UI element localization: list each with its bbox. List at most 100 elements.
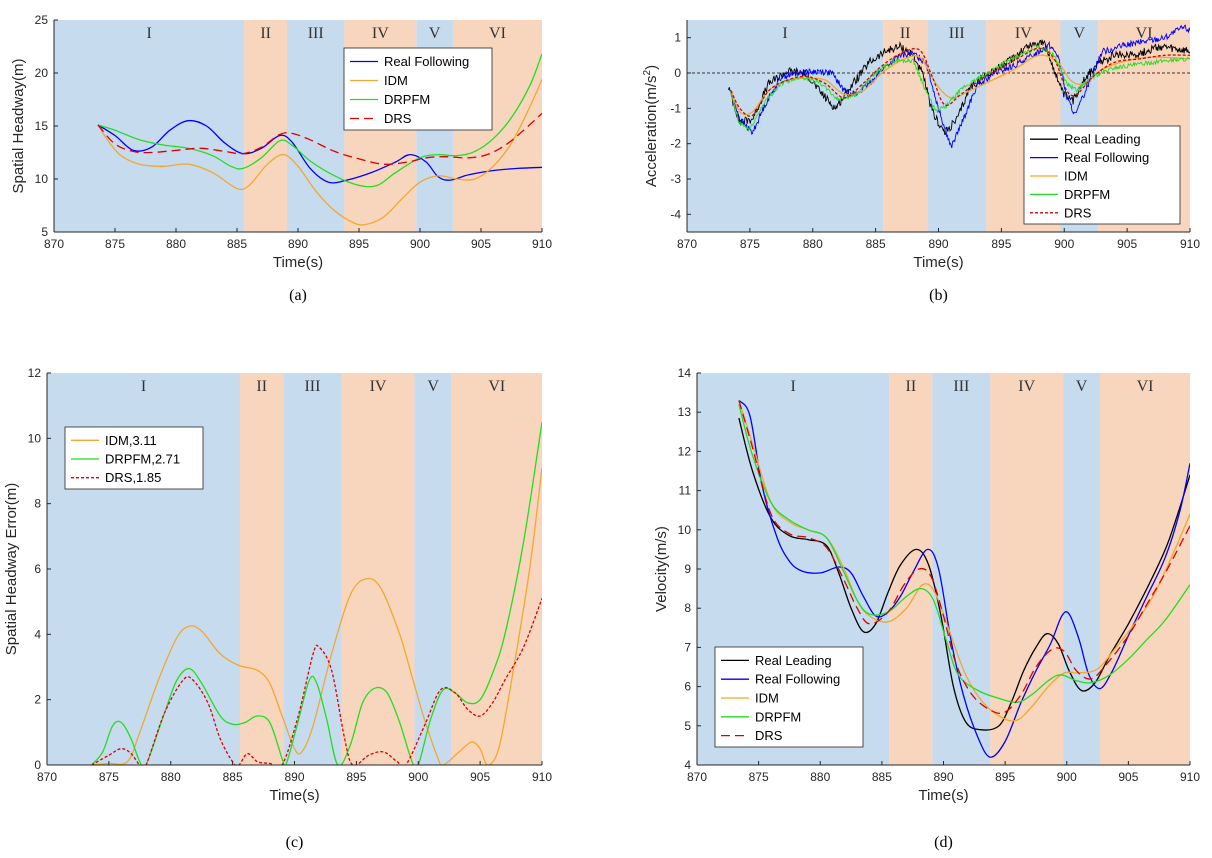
phase-label-b-0: I [782, 25, 787, 42]
x-tick-label-d-7: 905 [1118, 770, 1138, 784]
phase-label-b-1: II [900, 25, 911, 42]
series-line-b-3 [730, 44, 1190, 131]
legend-d: Real Leading Real Following IDM DRPFM DRS [714, 646, 864, 748]
x-tick-label-b-5: 895 [991, 237, 1011, 251]
x-tick-label-a-7: 905 [471, 237, 491, 251]
legend-label-a-2: DRPFM [384, 92, 430, 107]
caption-b: (b) [929, 287, 948, 304]
y-tick-label-c-1: 2 [34, 693, 41, 707]
x-tick-label-a-0: 870 [44, 237, 64, 251]
legend-label-a-1: IDM [384, 73, 408, 88]
x-tick-label-c-5: 895 [346, 770, 366, 784]
legend-label-d-3: DRPFM [755, 709, 801, 724]
x-axis-label-a: Time(s) [273, 254, 323, 271]
x-tick-label-c-7: 905 [470, 770, 490, 784]
y-tick-label-d-5: 9 [684, 562, 691, 576]
phase-band-d-3 [990, 373, 1064, 765]
legend-c: IDM,3.11 DRPFM,2.71 DRS,1.85 [64, 426, 204, 490]
phase-label-a-0: I [146, 25, 151, 42]
y-tick-label-d-3: 7 [684, 640, 691, 654]
legend-box-c [64, 426, 204, 490]
series-line-a-2 [97, 53, 542, 188]
legend-label-c-1: DRPFM,2.71 [105, 452, 180, 467]
x-tick-label-d-3: 885 [872, 770, 892, 784]
x-tick-label-a-1: 875 [105, 237, 125, 251]
x-tick-label-a-4: 890 [288, 237, 308, 251]
series-line-a-3 [97, 112, 542, 165]
phase-label-c-2: III [304, 378, 320, 395]
phase-band-b-2 [927, 20, 987, 232]
x-tick-label-b-7: 905 [1117, 237, 1137, 251]
x-tick-label-d-0: 870 [687, 770, 707, 784]
x-tick-label-b-2: 880 [803, 237, 823, 251]
phase-band-a-0 [54, 20, 245, 232]
phase-label-d-2: III [953, 378, 969, 395]
caption-a: (a) [289, 287, 307, 304]
phase-band-c-2 [283, 373, 342, 765]
y-axis-label-a: Spatial Headway(m) [10, 58, 27, 193]
legend-label-a-0: Real Following [384, 54, 469, 69]
x-tick-label-d-4: 890 [933, 770, 953, 784]
y-axis-label-c: Spatial Headway Error(m) [3, 483, 20, 656]
phase-band-c-1 [240, 373, 284, 765]
phase-label-d-5: VI [1137, 378, 1154, 395]
x-tick-label-d-5: 895 [995, 770, 1015, 784]
series-line-a-0 [97, 119, 542, 184]
x-tick-label-b-3: 885 [866, 237, 886, 251]
y-tick-label-c-6: 12 [28, 366, 42, 380]
series-line-c-0 [91, 467, 542, 765]
x-tick-label-c-1: 875 [99, 770, 119, 784]
legend-a: Real Following IDM DRPFM DRS [343, 47, 493, 131]
y-axis-label-b: Acceleration(m/s2) [642, 65, 660, 187]
x-axis-label-d: Time(s) [918, 787, 968, 804]
phase-label-c-5: VI [488, 378, 505, 395]
caption-d: (d) [934, 834, 953, 851]
phase-label-a-4: V [429, 25, 441, 42]
y-tick-label-c-2: 4 [34, 627, 41, 641]
x-tick-label-b-4: 890 [928, 237, 948, 251]
y-tick-label-a-3: 20 [35, 66, 49, 80]
y-tick-label-c-0: 0 [34, 758, 41, 772]
series-line-d-1 [738, 399, 1190, 758]
y-tick-label-a-4: 25 [35, 13, 49, 27]
y-tick-label-d-8: 12 [678, 444, 692, 458]
x-tick-label-d-8: 910 [1180, 770, 1200, 784]
x-tick-label-d-2: 880 [810, 770, 830, 784]
phase-label-c-4: V [427, 378, 439, 395]
x-tick-label-b-1: 875 [740, 237, 760, 251]
x-tick-label-c-4: 890 [284, 770, 304, 784]
x-tick-label-d-1: 875 [749, 770, 769, 784]
legend-label-d-1: Real Following [755, 672, 840, 687]
y-tick-label-b-4: 0 [674, 66, 681, 80]
legend-label-b-4: DRS [1064, 205, 1092, 220]
phase-label-d-4: V [1076, 378, 1088, 395]
x-tick-label-a-2: 880 [166, 237, 186, 251]
phase-label-d-3: IV [1018, 378, 1035, 395]
phase-band-d-1 [889, 373, 933, 765]
x-tick-label-a-5: 895 [349, 237, 369, 251]
x-tick-label-c-0: 870 [37, 770, 57, 784]
y-tick-label-a-0: 5 [41, 225, 48, 239]
series-line-d-0 [738, 417, 1190, 731]
phase-band-a-1 [244, 20, 288, 232]
x-tick-label-a-6: 900 [410, 237, 430, 251]
x-tick-label-b-6: 900 [1054, 237, 1074, 251]
legend-label-c-2: DRS,1.85 [105, 470, 161, 485]
phase-label-a-1: II [260, 25, 271, 42]
y-axis-label-d: Velocity(m/s) [653, 526, 670, 612]
phase-band-d-2 [932, 373, 991, 765]
y-tick-label-b-0: -4 [670, 207, 681, 221]
legend-label-c-0: IDM,3.11 [105, 433, 157, 448]
x-axis-label-c: Time(s) [269, 787, 319, 804]
series-line-c-2 [91, 598, 542, 765]
y-tick-label-d-2: 6 [684, 680, 691, 694]
x-tick-label-d-6: 900 [1057, 770, 1077, 784]
phase-band-b-0 [687, 20, 884, 232]
y-tick-label-b-2: -2 [670, 137, 681, 151]
y-tick-label-d-7: 11 [679, 484, 692, 498]
phase-band-d-4 [1063, 373, 1101, 765]
phase-label-d-0: I [790, 378, 795, 395]
